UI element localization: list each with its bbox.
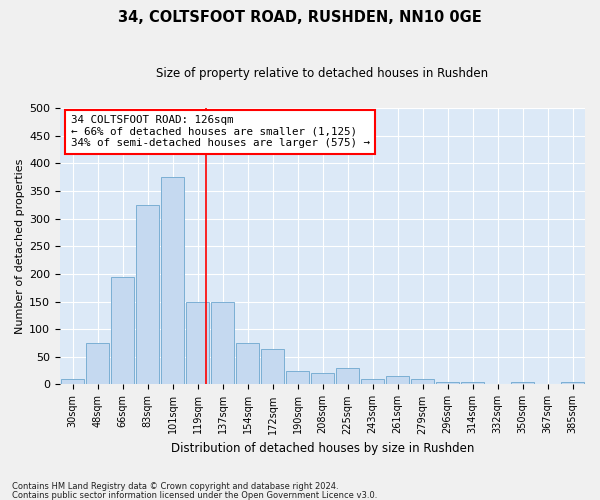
Text: Contains HM Land Registry data © Crown copyright and database right 2024.: Contains HM Land Registry data © Crown c… <box>12 482 338 491</box>
Bar <box>61 379 84 384</box>
Bar <box>411 379 434 384</box>
Bar <box>286 370 309 384</box>
Bar <box>386 376 409 384</box>
Text: 34, COLTSFOOT ROAD, RUSHDEN, NN10 0GE: 34, COLTSFOOT ROAD, RUSHDEN, NN10 0GE <box>118 10 482 25</box>
Bar <box>86 343 109 384</box>
Bar <box>136 205 159 384</box>
Text: Contains public sector information licensed under the Open Government Licence v3: Contains public sector information licen… <box>12 490 377 500</box>
Bar <box>311 374 334 384</box>
Bar <box>361 379 384 384</box>
Bar <box>211 302 234 384</box>
Bar <box>186 302 209 384</box>
Bar <box>561 382 584 384</box>
Text: 34 COLTSFOOT ROAD: 126sqm
← 66% of detached houses are smaller (1,125)
34% of se: 34 COLTSFOOT ROAD: 126sqm ← 66% of detac… <box>71 115 370 148</box>
Bar <box>111 276 134 384</box>
Title: Size of property relative to detached houses in Rushden: Size of property relative to detached ho… <box>157 68 488 80</box>
Y-axis label: Number of detached properties: Number of detached properties <box>15 158 25 334</box>
X-axis label: Distribution of detached houses by size in Rushden: Distribution of detached houses by size … <box>171 442 474 455</box>
Bar <box>261 348 284 384</box>
Bar <box>161 177 184 384</box>
Bar <box>511 382 534 384</box>
Bar <box>336 368 359 384</box>
Bar <box>236 343 259 384</box>
Bar <box>461 382 484 384</box>
Bar <box>436 382 459 384</box>
